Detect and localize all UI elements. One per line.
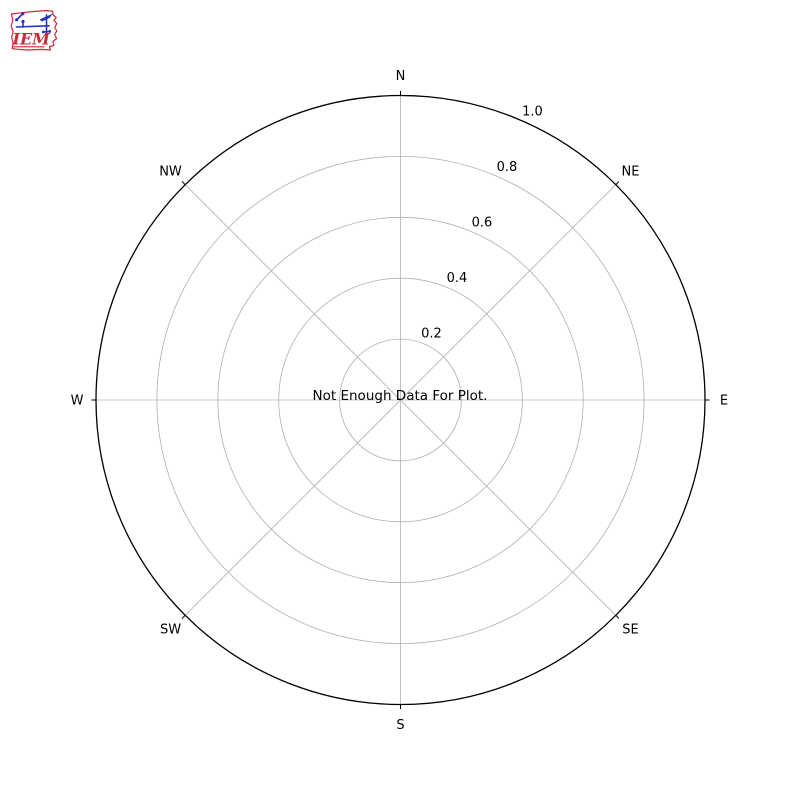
tick-ne (615, 181, 620, 186)
radial-tick-labels: 0.2 0.4 0.6 0.8 1.0 (421, 105, 543, 342)
tick-nw (181, 181, 186, 186)
theta-ticks (91, 91, 710, 709)
compass-label-sw: SW (160, 623, 181, 638)
compass-labels: N NE E SE S SW W NW (71, 69, 729, 733)
radial-label-0.4: 0.4 (447, 271, 468, 286)
spoke-nw-se (184, 184, 617, 616)
weather-instrument-icon (15, 12, 53, 34)
compass-label-w: W (71, 394, 84, 409)
radial-label-0.6: 0.6 (472, 216, 493, 231)
theta-gridlines (96, 95, 705, 705)
tick-sw (181, 614, 186, 619)
compass-label-e: E (720, 394, 728, 409)
compass-label-nw: NW (159, 165, 182, 180)
compass-label-ne: NE (622, 165, 640, 180)
iem-logo: IEM (10, 10, 58, 51)
iowa-state-outline-icon (10, 10, 58, 51)
no-data-message: Not Enough Data For Plot. (313, 388, 488, 404)
radial-label-1.0: 1.0 (522, 105, 543, 120)
compass-label-se: SE (622, 623, 638, 638)
radial-label-0.2: 0.2 (421, 327, 442, 342)
tick-se (615, 614, 620, 619)
compass-label-n: N (396, 69, 406, 84)
compass-label-s: S (396, 718, 404, 733)
radial-label-0.8: 0.8 (497, 160, 518, 175)
iem-logo-text: IEM (12, 30, 52, 49)
